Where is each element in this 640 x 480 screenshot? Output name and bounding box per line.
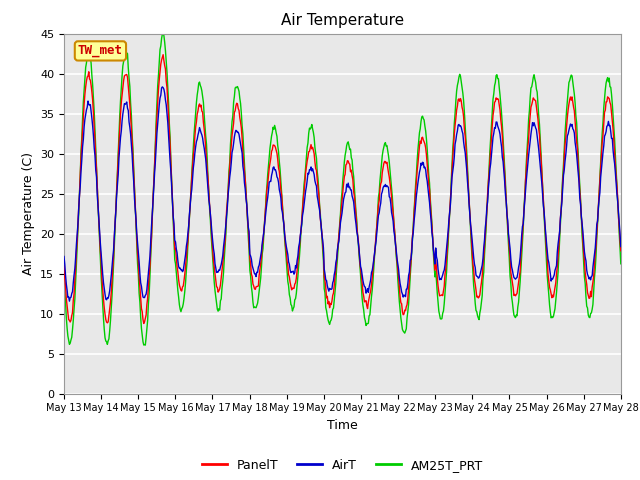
Title: Air Temperature: Air Temperature — [281, 13, 404, 28]
Legend: PanelT, AirT, AM25T_PRT: PanelT, AirT, AM25T_PRT — [196, 454, 488, 477]
Y-axis label: Air Temperature (C): Air Temperature (C) — [22, 152, 35, 275]
Text: TW_met: TW_met — [78, 44, 123, 58]
X-axis label: Time: Time — [327, 419, 358, 432]
